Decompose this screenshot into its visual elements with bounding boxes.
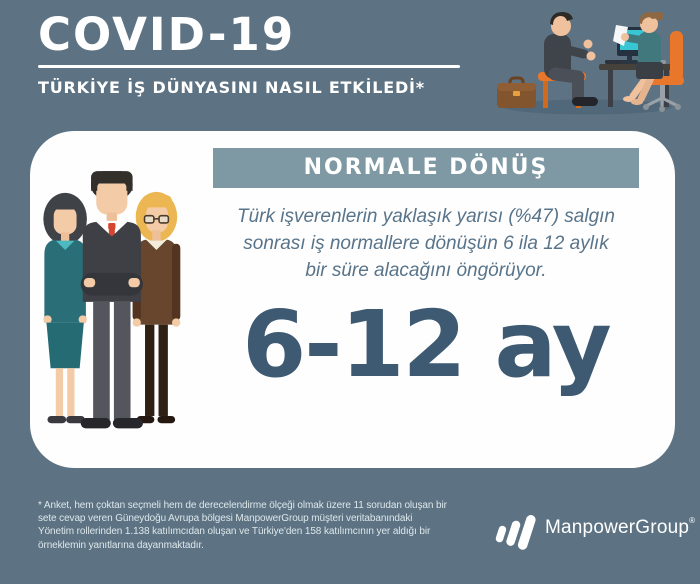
- card-content: NORMALE DÖNÜŞ Türk işverenlerin yaklaşık…: [213, 148, 639, 391]
- footnote: * Anket, hem çoktan seçmeli hem de derec…: [38, 499, 447, 552]
- section-badge: NORMALE DÖNÜŞ: [213, 148, 639, 188]
- footnote-line-3: Yönetim rollerinden 1.138 katılımcıdan o…: [38, 526, 431, 538]
- briefcase-icon: [497, 76, 536, 108]
- footnote-line-4: örneklemin yanıtlarına dayanmaktadır.: [38, 539, 204, 551]
- header: COVID-19 TÜRKİYE İŞ DÜNYASINI NASIL ETKİ…: [38, 10, 460, 97]
- manpowergroup-logo: ManpowerGroup®: [494, 505, 695, 555]
- insight-line-2: sonrası iş normallere dönüşün 6 ila 12 a…: [243, 232, 609, 254]
- businesswoman-brown: [132, 191, 181, 424]
- key-stat: 6-12 ay: [242, 290, 611, 398]
- page-title: COVID-19: [38, 8, 296, 61]
- interviewer-woman: [613, 11, 664, 105]
- footnote-line-2: sete cevap veren Güneydoğu Avrupa bölges…: [38, 513, 413, 525]
- interviewee-man: [544, 12, 598, 106]
- team-illustration: [43, 171, 181, 429]
- title-underline: [38, 64, 460, 68]
- page-subtitle: TÜRKİYE İŞ DÜNYASINI NASIL ETKİLEDİ*: [38, 77, 425, 97]
- insight-line-3: bir süre alacağını öngörüyor.: [305, 259, 547, 281]
- manpowergroup-bars-icon: [495, 515, 536, 550]
- businesswoman-teal: [43, 192, 87, 424]
- tie-icon: [108, 222, 116, 230]
- brand-name-text: ManpowerGroup: [545, 517, 690, 538]
- businessman-suit: [80, 171, 143, 429]
- content-card: NORMALE DÖNÜŞ Türk işverenlerin yaklaşık…: [30, 131, 675, 468]
- registered-mark: ®: [689, 516, 696, 525]
- interview-scene-illustration: [497, 11, 684, 115]
- footnote-line-1: * Anket, hem çoktan seçmeli hem de derec…: [38, 500, 447, 511]
- insight-line-1: Türk işverenlerin yaklaşık yarısı (%47) …: [236, 206, 615, 227]
- crossed-arms: [80, 272, 143, 296]
- insight-text: Türk işverenlerin yaklaşık yarısı (%47) …: [213, 204, 639, 285]
- brand-name: ManpowerGroup®: [545, 517, 695, 539]
- glasses-icon: [143, 214, 170, 224]
